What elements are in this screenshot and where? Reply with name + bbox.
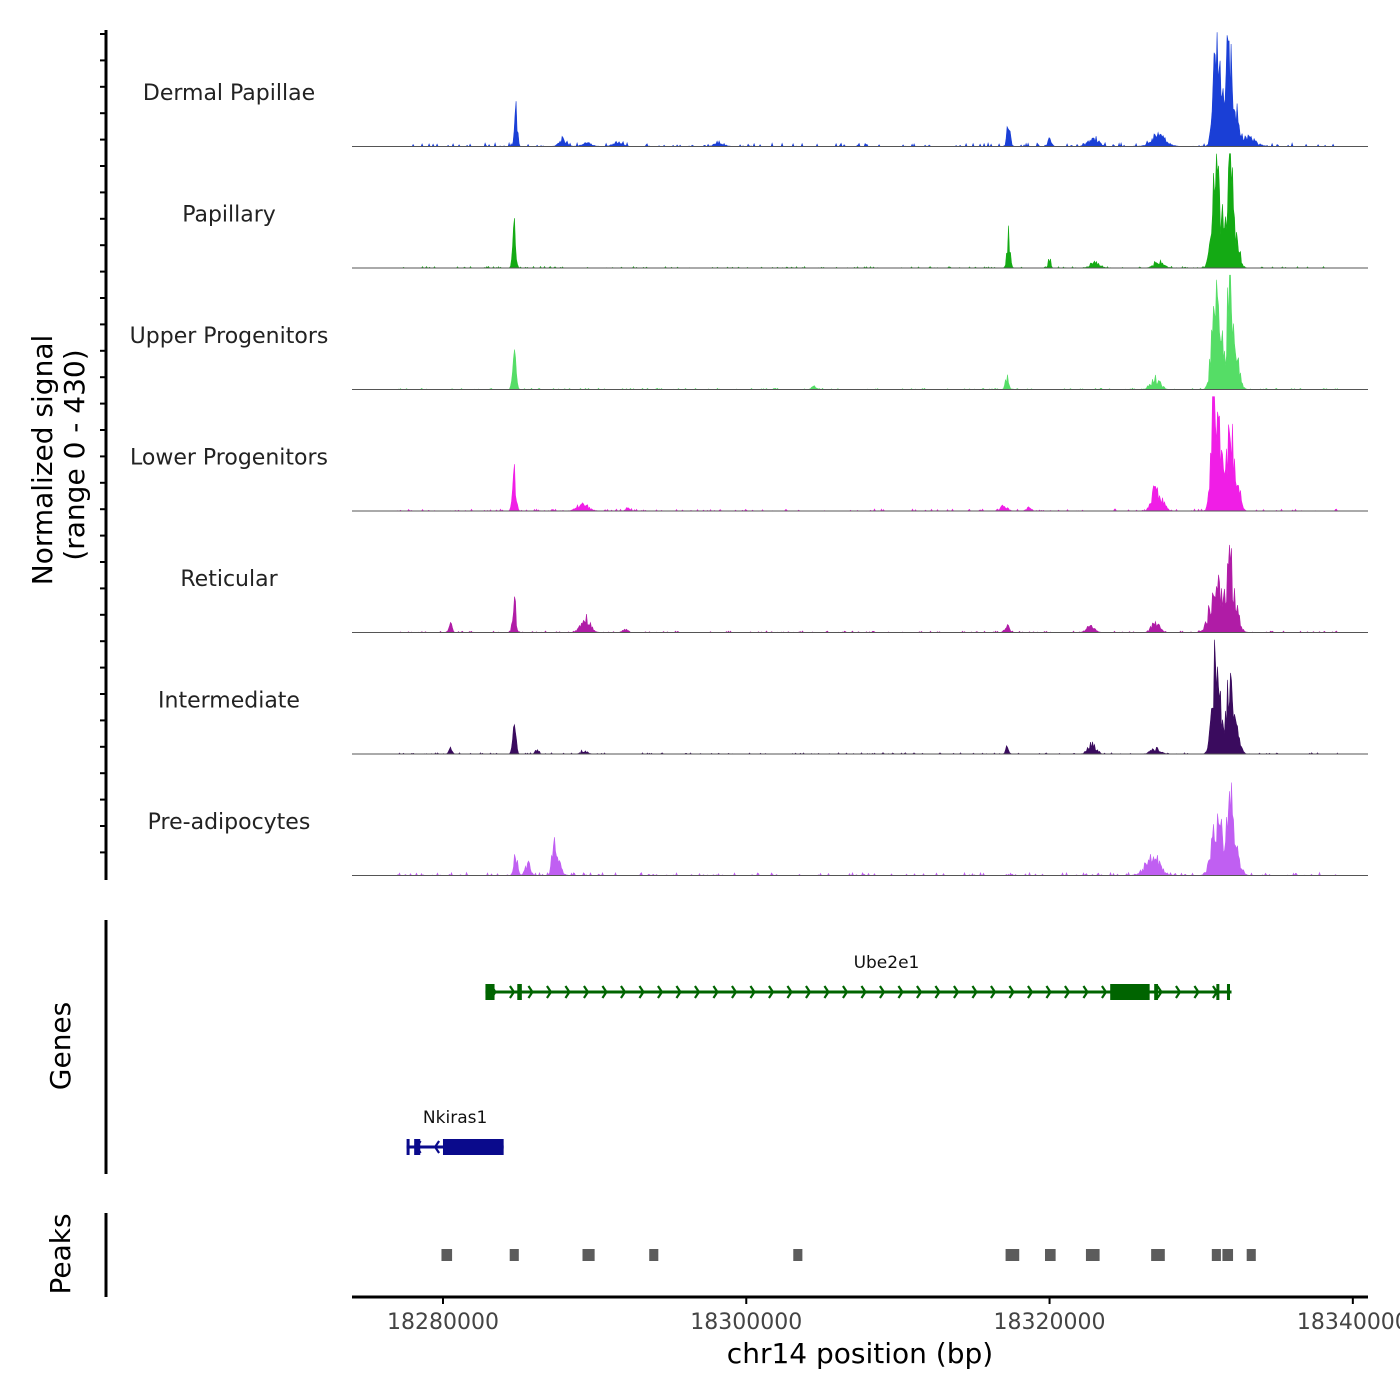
strand-arrow: [749, 985, 756, 999]
signal-area: [397, 639, 1339, 755]
strand-arrow: [953, 985, 960, 999]
strand-arrow: [897, 985, 904, 999]
x-axis-title: chr14 position (bp): [727, 1337, 993, 1370]
peaks-track-label: Peaks: [44, 1213, 77, 1294]
gene-exon: [414, 1139, 421, 1155]
strand-arrow: [527, 985, 534, 999]
strand-arrow: [934, 985, 941, 999]
strand-arrow: [638, 985, 645, 999]
y-axis-label-line1: Normalized signal: [26, 335, 59, 586]
strand-arrow: [694, 985, 701, 999]
peak-region: [441, 1249, 453, 1261]
gene-exon: [1216, 984, 1220, 1000]
strand-arrow: [712, 985, 719, 999]
signal-track: Upper Progenitors: [130, 274, 1368, 390]
gene-exon: [517, 984, 522, 1000]
peak-region: [1151, 1249, 1165, 1261]
y-axis-label-line2: (range 0 - 430): [58, 349, 91, 560]
track-label: Dermal Papillae: [143, 81, 315, 106]
signal-track: Reticular: [180, 544, 1368, 634]
strand-arrow: [879, 985, 886, 999]
peak-region: [1246, 1249, 1256, 1261]
strand-arrow: [1027, 985, 1034, 999]
strand-arrow: [1193, 985, 1200, 999]
peak-region: [1222, 1249, 1234, 1261]
signal-track: Papillary: [182, 153, 1368, 269]
strand-arrow: [842, 985, 849, 999]
strand-arrow: [1082, 985, 1089, 999]
strand-arrow: [916, 985, 923, 999]
strand-arrow: [601, 985, 608, 999]
peak-region: [509, 1249, 519, 1261]
signal-track: Lower Progenitors: [130, 396, 1368, 512]
x-tick-label: 18280000: [387, 1310, 499, 1335]
strand-arrow: [675, 985, 682, 999]
strand-arrow: [860, 985, 867, 999]
gene-model: Ube2e1: [485, 953, 1232, 1000]
strand-arrow: [620, 985, 627, 999]
peak-region: [1005, 1249, 1020, 1261]
strand-arrow: [1045, 985, 1052, 999]
peak-region: [1085, 1249, 1100, 1261]
strand-arrow: [990, 985, 997, 999]
signal-area: [404, 32, 1338, 148]
peak-region: [1045, 1249, 1056, 1261]
strand-arrow: [805, 985, 812, 999]
strand-arrow: [1008, 985, 1015, 999]
signal-area: [397, 544, 1338, 634]
strand-arrow: [823, 985, 830, 999]
signal-track: Intermediate: [158, 639, 1368, 755]
strand-arrow: [583, 985, 590, 999]
gene-model: Nkiras1: [406, 1108, 504, 1155]
signal-area: [397, 396, 1338, 512]
peak-region: [582, 1249, 595, 1261]
x-tick-label: 18320000: [994, 1310, 1106, 1335]
gene-exon: [1226, 984, 1231, 1000]
strand-arrow: [564, 985, 571, 999]
track-label: Pre-adipocytes: [148, 810, 311, 835]
gene-label: Nkiras1: [423, 1108, 487, 1128]
signal-area: [397, 274, 1339, 390]
strand-arrow: [1156, 985, 1163, 999]
gene-exon: [406, 1139, 410, 1155]
strand-arrow: [1175, 985, 1182, 999]
strand-arrow: [1064, 985, 1071, 999]
strand-arrow: [546, 985, 553, 999]
strand-arrow: [731, 985, 738, 999]
track-label: Reticular: [180, 567, 278, 592]
peak-region: [649, 1249, 659, 1261]
strand-arrow: [971, 985, 978, 999]
gene-exon: [1110, 984, 1150, 1000]
strand-arrow: [657, 985, 664, 999]
gene-exon: [485, 984, 495, 1000]
peak-region: [1211, 1249, 1221, 1261]
peak-region: [793, 1249, 803, 1261]
strand-arrow: [509, 985, 516, 999]
strand-arrow: [433, 1140, 441, 1154]
genes-track-label: Genes: [44, 1002, 77, 1090]
signal-area: [397, 153, 1338, 269]
gene-label: Ube2e1: [854, 953, 920, 973]
x-tick-label: 18340000: [1297, 1310, 1400, 1335]
strand-arrow: [1101, 985, 1108, 999]
x-tick-label: 18300000: [690, 1310, 802, 1335]
gene-exon: [442, 1139, 504, 1155]
signal-track: Pre-adipocytes: [148, 782, 1368, 877]
strand-arrow: [786, 985, 793, 999]
strand-arrow: [768, 985, 775, 999]
signal-area: [397, 782, 1338, 877]
track-label: Upper Progenitors: [130, 324, 329, 349]
track-label: Intermediate: [158, 689, 300, 714]
gene-exon: [1154, 984, 1158, 1000]
track-label: Papillary: [182, 203, 276, 228]
signal-track: Dermal Papillae: [143, 32, 1368, 148]
track-label: Lower Progenitors: [130, 446, 328, 471]
